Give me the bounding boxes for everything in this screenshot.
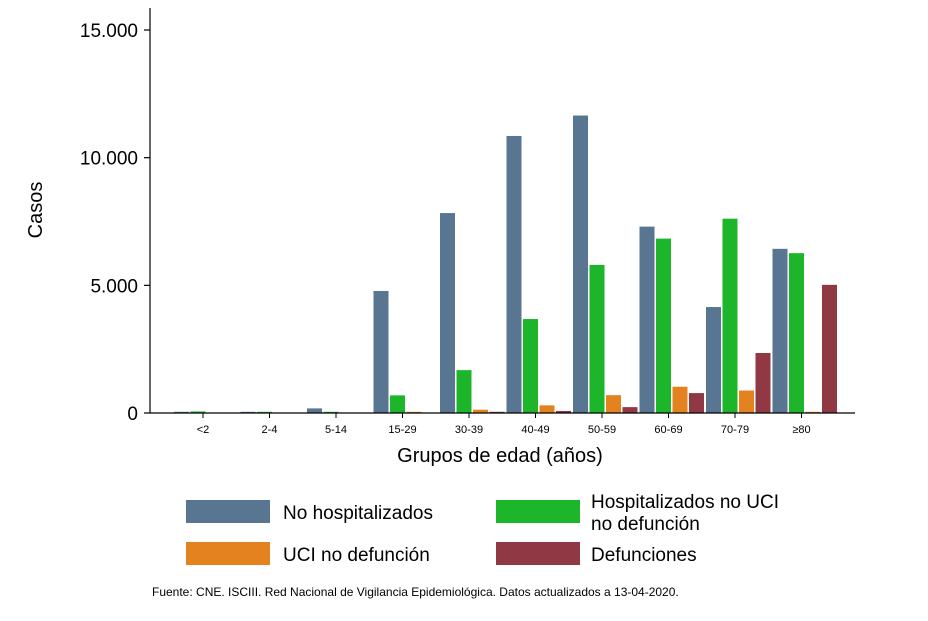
- bar-hospitalizados-no-uci-no-defunci-n-0: [190, 411, 206, 413]
- x-tick-label: 5-14: [325, 424, 347, 436]
- bar-no-hospitalizados-9: [772, 248, 788, 413]
- bar-uci-no-defunci-n-4: [473, 409, 488, 413]
- legend-swatch: [496, 542, 580, 565]
- bar-hospitalizados-no-uci-no-defunci-n-4: [456, 370, 472, 413]
- bar-no-hospitalizados-7: [639, 226, 655, 413]
- x-tick-label: 2-4: [262, 424, 278, 436]
- bar-hospitalizados-no-uci-no-defunci-n-8: [722, 218, 738, 413]
- x-tick-label: 30-39: [455, 424, 483, 436]
- bar-hospitalizados-no-uci-no-defunci-n-5: [523, 319, 538, 413]
- x-tick-label: <2: [197, 424, 210, 436]
- bar-hospitalizados-no-uci-no-defunci-n-3: [390, 395, 405, 413]
- bar-defunciones-7: [689, 393, 704, 413]
- legend-label: No hospitalizados: [283, 503, 433, 524]
- bar-defunciones-9: [822, 284, 837, 413]
- bar-no-hospitalizados-8: [706, 307, 721, 413]
- legend-swatch: [496, 500, 580, 523]
- x-tick-label: 70-79: [721, 424, 749, 436]
- axes-group: 0 5.000 10.000 15.000 <2 2-4 5-14 15-29 30-39 40-…: [80, 8, 855, 436]
- y-tick-label: 5.000: [90, 276, 138, 297]
- bar-uci-no-defunci-n-7: [672, 386, 688, 413]
- bar-no-hospitalizados-2: [307, 408, 322, 413]
- y-tick-label: 0: [127, 404, 138, 425]
- legend-swatch: [186, 542, 270, 565]
- x-tick-label: 60-69: [654, 424, 682, 436]
- bar-hospitalizados-no-uci-no-defunci-n-6: [589, 264, 605, 413]
- bar-uci-no-defunci-n-6: [606, 395, 621, 413]
- bar-no-hospitalizados-5: [506, 135, 522, 414]
- bar-hospitalizados-no-uci-no-defunci-n-9: [789, 253, 804, 413]
- x-tick-label: 50-59: [588, 424, 616, 436]
- bar-hospitalizados-no-uci-no-defunci-n-7: [656, 238, 671, 413]
- x-tick-label: 15-29: [388, 424, 416, 436]
- x-tick-label: ≥80: [792, 424, 810, 436]
- x-tick-label: 40-49: [521, 424, 549, 436]
- source-note: Fuente: CNE. ISCIII. Red Nacional de Vig…: [152, 585, 679, 599]
- bar-defunciones-8: [755, 352, 771, 413]
- bar-no-hospitalizados-3: [373, 290, 389, 413]
- x-axis-title: Grupos de edad (años): [397, 445, 603, 467]
- bar-uci-no-defunci-n-8: [739, 390, 754, 413]
- bars-group: [174, 115, 837, 414]
- bar-no-hospitalizados-6: [573, 115, 588, 413]
- bar-defunciones-5: [556, 410, 571, 413]
- legend: No hospitalizados Hospitalizados no UCI no…: [186, 492, 779, 566]
- y-tick-label: 10.000: [80, 149, 138, 170]
- y-tick-label: 15.000: [80, 21, 138, 42]
- bar-uci-no-defunci-n-5: [539, 405, 555, 413]
- bar-no-hospitalizados-4: [440, 213, 455, 413]
- bar-defunciones-6: [622, 407, 638, 413]
- y-axis-title: Casos: [25, 182, 47, 239]
- legend-label: Hospitalizados no UCI no defunción: [591, 492, 779, 535]
- legend-swatch: [186, 500, 270, 523]
- legend-label: Defunciones: [591, 545, 697, 566]
- legend-label: UCI no defunción: [283, 545, 430, 566]
